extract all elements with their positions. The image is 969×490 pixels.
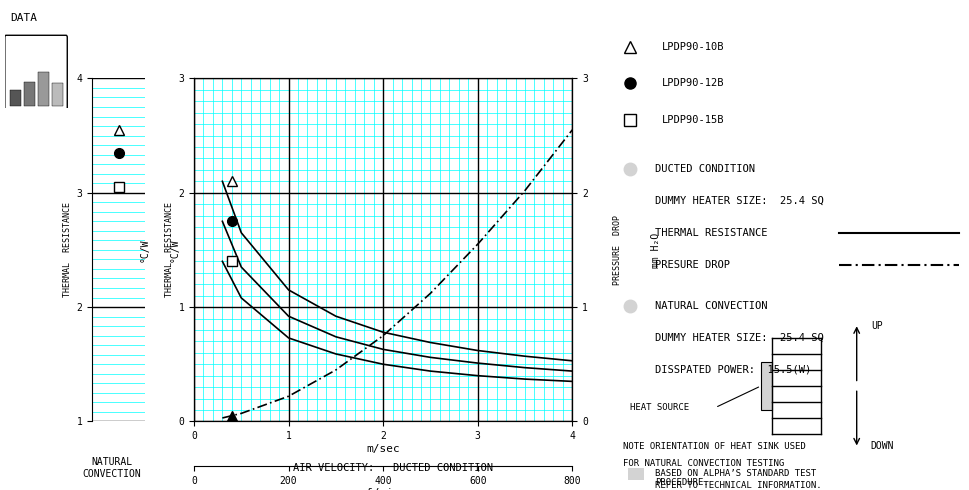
Bar — [10, 90, 21, 106]
X-axis label: m/sec: m/sec — [366, 444, 399, 454]
Text: REFER TO TECHNICAL INFORMATION.: REFER TO TECHNICAL INFORMATION. — [654, 481, 821, 490]
Text: LPDP90-12B: LPDP90-12B — [661, 78, 724, 88]
Text: DATA: DATA — [10, 13, 37, 23]
Y-axis label: PRESSURE  DROP: PRESSURE DROP — [612, 215, 621, 285]
Text: THERMAL RESISTANCE: THERMAL RESISTANCE — [654, 228, 766, 238]
Text: °C/W: °C/W — [170, 238, 179, 262]
Bar — [51, 83, 63, 106]
Text: NOTE ORIENTATION OF HEAT SINK USED: NOTE ORIENTATION OF HEAT SINK USED — [622, 442, 805, 451]
X-axis label: f/min: f/min — [366, 489, 399, 490]
Bar — [628, 468, 643, 480]
Bar — [23, 82, 35, 106]
Text: FOR NATURAL CONVECTION TESTING: FOR NATURAL CONVECTION TESTING — [622, 459, 784, 467]
Text: DOWN: DOWN — [870, 441, 893, 451]
Y-axis label: THERMAL  RESISTANCE: THERMAL RESISTANCE — [165, 202, 174, 297]
Bar — [38, 72, 48, 106]
Text: DISSPATED POWER:  15.5(W): DISSPATED POWER: 15.5(W) — [654, 365, 810, 375]
Text: mm H₂O: mm H₂O — [650, 232, 660, 268]
Text: HEAT SOURCE: HEAT SOURCE — [630, 403, 689, 412]
Text: NATURAL CONVECTION: NATURAL CONVECTION — [654, 301, 766, 311]
Text: DUCTED CONDITION: DUCTED CONDITION — [654, 164, 754, 174]
Text: NATURAL
CONVECTION: NATURAL CONVECTION — [82, 457, 141, 479]
Text: LPDP90-10B: LPDP90-10B — [661, 42, 724, 51]
Text: DUMMY HEATER SIZE:  25.4 SQ: DUMMY HEATER SIZE: 25.4 SQ — [654, 333, 823, 343]
Bar — [761, 362, 771, 410]
Text: BASED ON ALPHA’S STANDARD TEST: BASED ON ALPHA’S STANDARD TEST — [654, 469, 815, 478]
Text: LPDP90-15B: LPDP90-15B — [661, 115, 724, 125]
Text: AIR VELOCITY:   DUCTED CONDITION: AIR VELOCITY: DUCTED CONDITION — [293, 463, 492, 473]
Text: PROCEDURE.: PROCEDURE. — [654, 478, 708, 487]
Text: DUMMY HEATER SIZE:  25.4 SQ: DUMMY HEATER SIZE: 25.4 SQ — [654, 196, 823, 206]
Text: °C/W: °C/W — [140, 238, 149, 262]
Text: PRESURE DROP: PRESURE DROP — [654, 260, 729, 270]
Y-axis label: THERMAL  RESISTANCE: THERMAL RESISTANCE — [63, 202, 73, 297]
Text: UP: UP — [870, 321, 882, 331]
